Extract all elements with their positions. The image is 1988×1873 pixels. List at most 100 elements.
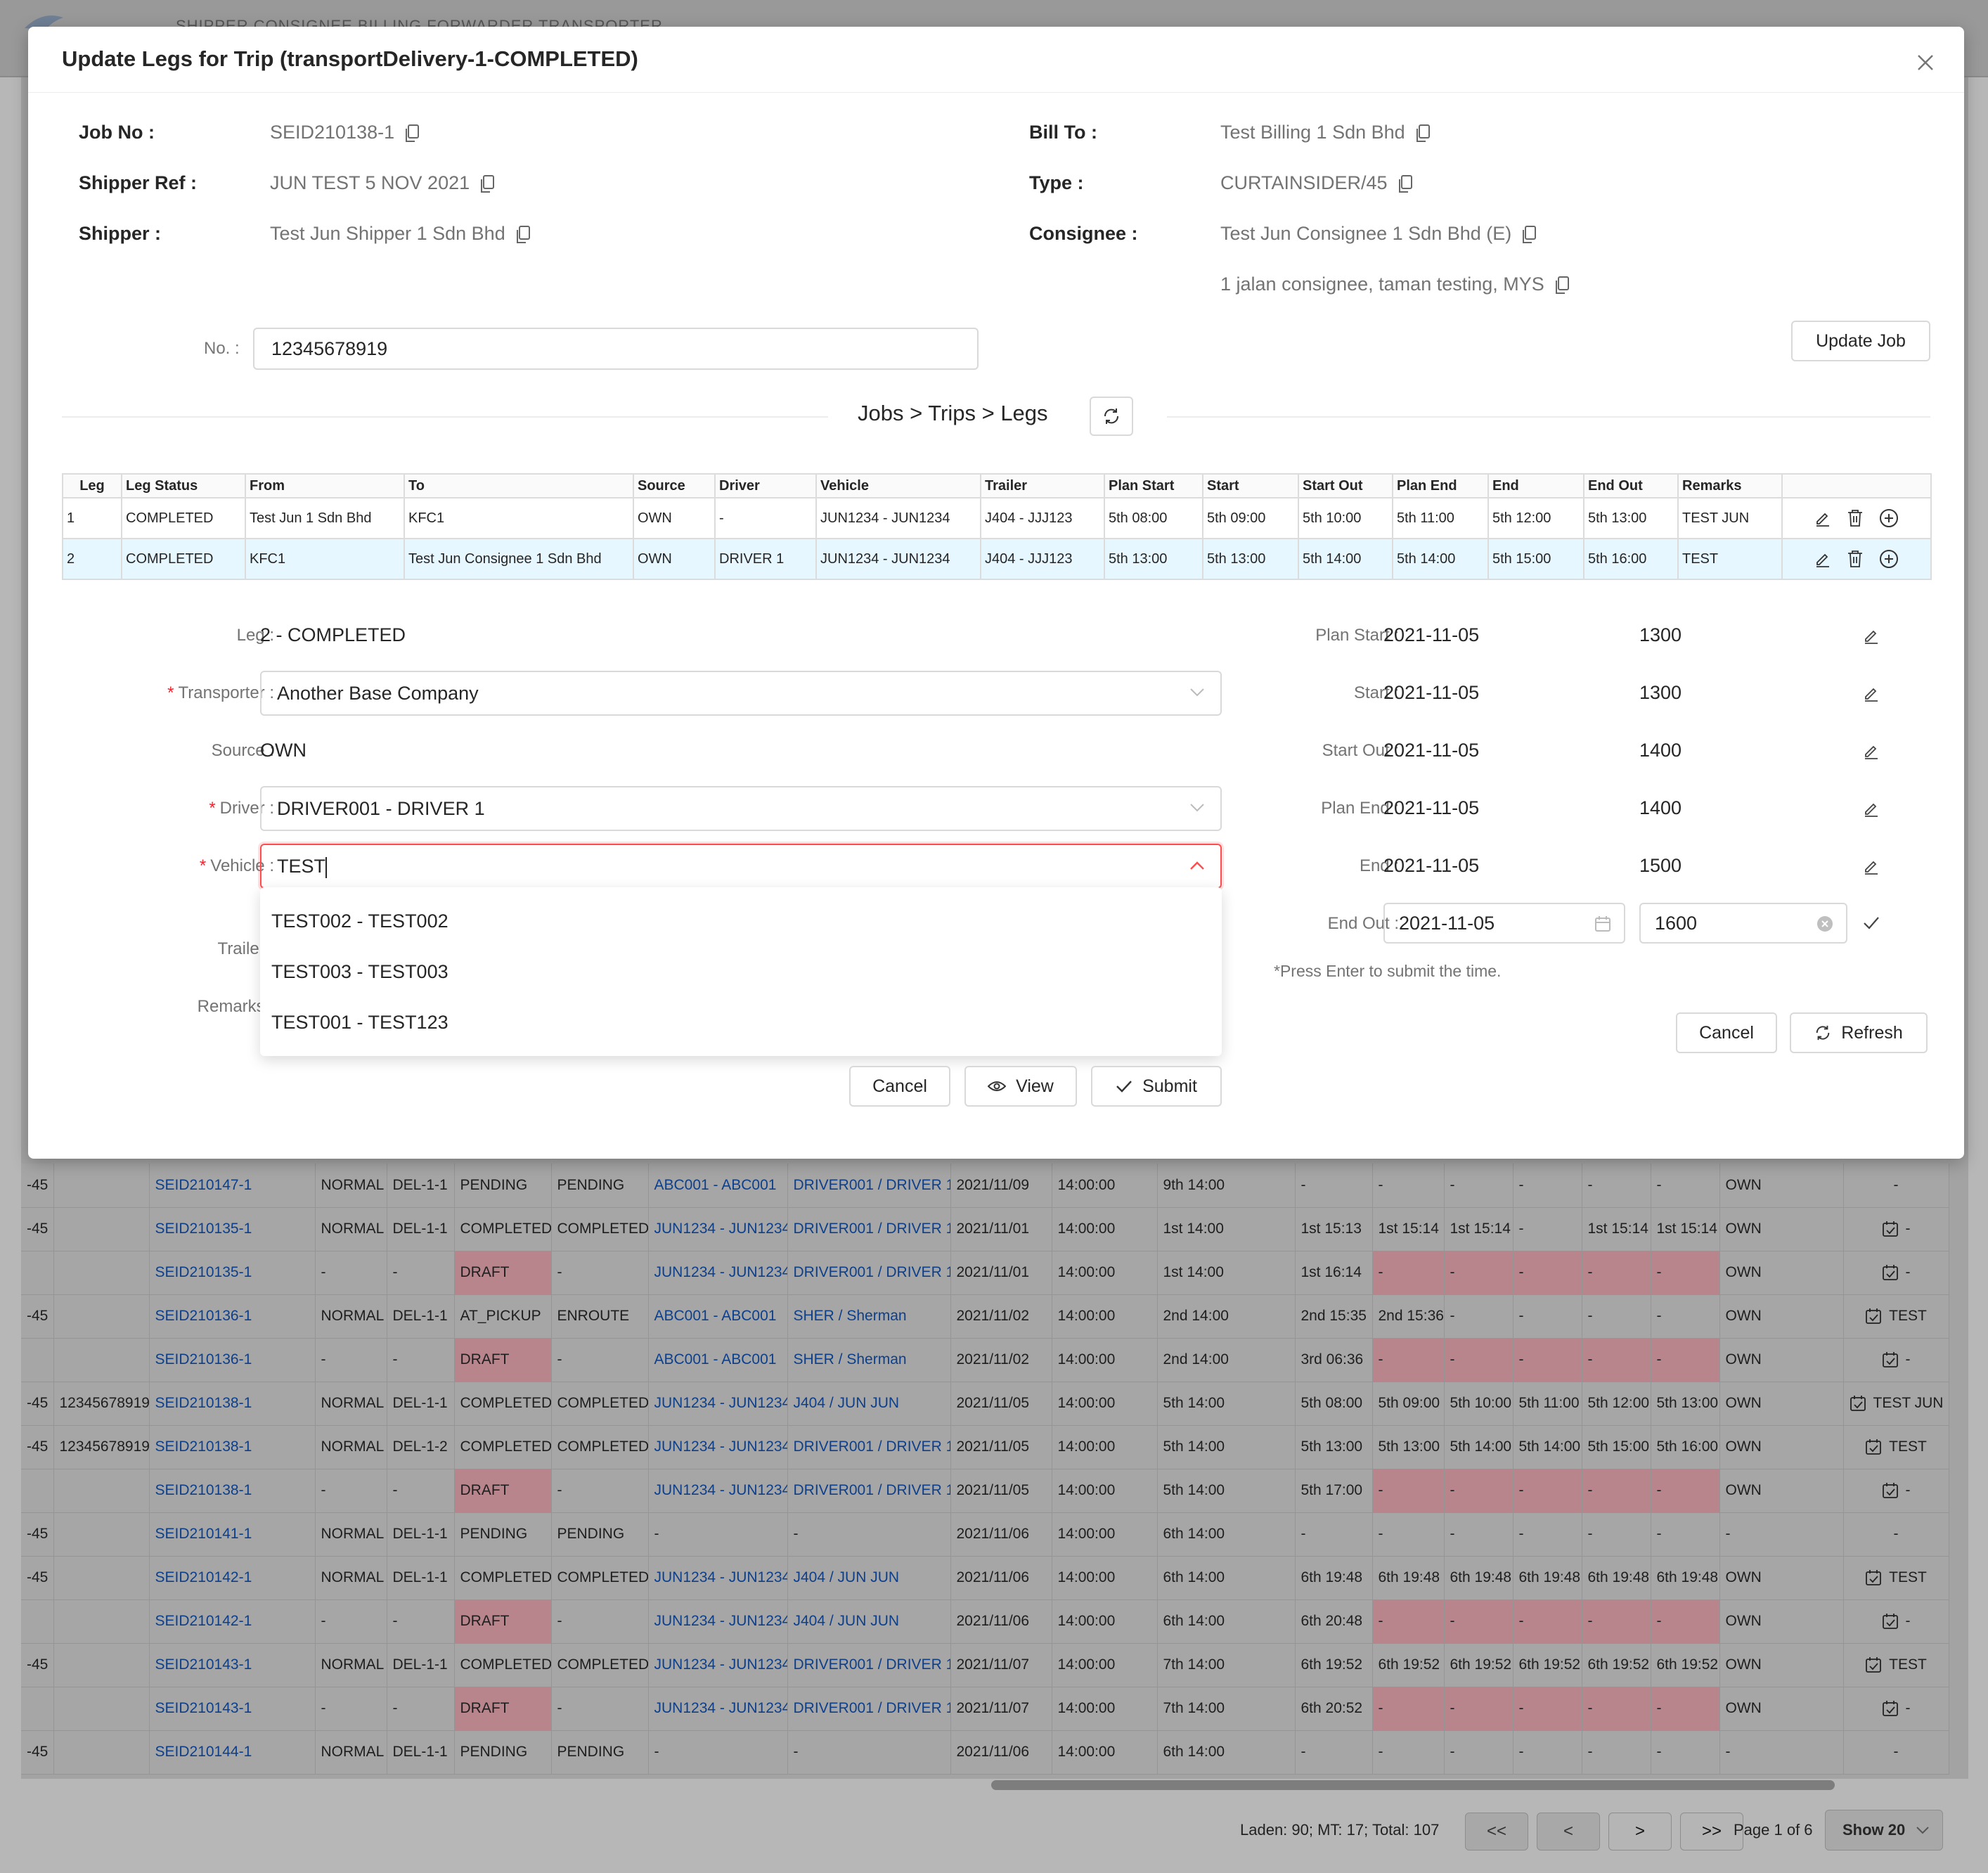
table-row[interactable]: -45 SEID210142-1 NORMAL DEL-1-1 COMPLETED COM… — [21, 1556, 1949, 1600]
table-row[interactable]: SEID210136-1- - DRAFT - ABC001 - ABC001 SHER … — [21, 1338, 1949, 1382]
table-cell[interactable]: SEID210138-1 — [149, 1425, 316, 1469]
checklist-icon[interactable] — [1882, 1351, 1899, 1368]
edit-icon[interactable] — [1863, 685, 1880, 702]
end-out-date-input[interactable]: 2021-11-05 — [1383, 903, 1625, 944]
table-cell[interactable]: DRIVER001 / DRIVER 1 — [787, 1643, 951, 1687]
leg-cancel-button[interactable]: Cancel — [849, 1066, 950, 1107]
delete-icon[interactable] — [1847, 509, 1864, 527]
table-cell[interactable]: JUN1234 - JUN1234 — [648, 1251, 788, 1295]
table-cell[interactable]: SEID210138-1 — [149, 1469, 316, 1513]
refresh-button[interactable]: Refresh — [1790, 1012, 1928, 1053]
table-cell[interactable]: SHER / Sherman — [787, 1338, 951, 1382]
table-cell[interactable]: J404 / JUN JUN — [787, 1600, 951, 1644]
table-row[interactable]: -45 SEID210144-1 NORMAL DEL-1-1 PENDING PENDI… — [21, 1730, 1949, 1775]
table-cell[interactable]: SEID210142-1 — [149, 1556, 316, 1600]
first-page-button[interactable]: << — [1465, 1813, 1528, 1851]
table-cell[interactable]: SHER / Sherman — [787, 1294, 951, 1339]
table-cell[interactable]: SEID210142-1 — [149, 1600, 316, 1644]
driver-select[interactable]: DRIVER001 - DRIVER 1 — [260, 786, 1222, 831]
update-job-button[interactable]: Update Job — [1791, 321, 1930, 361]
reload-legs-button[interactable] — [1090, 397, 1133, 436]
table-cell[interactable]: SEID210143-1 — [149, 1643, 316, 1687]
table-row[interactable]: -45 SEID210141-1 NORMAL DEL-1-1 PENDING PENDI… — [21, 1512, 1949, 1557]
time-cancel-button[interactable]: Cancel — [1676, 1012, 1777, 1053]
table-row[interactable]: SEID210135-1- - DRAFT - JUN1234 - JUN1234 DRI… — [21, 1251, 1949, 1295]
checklist-icon[interactable] — [1882, 1613, 1899, 1630]
table-row[interactable]: -45 SEID210135-1 NORMAL DEL-1-1 COMPLETED COM… — [21, 1207, 1949, 1251]
next-page-button[interactable]: > — [1608, 1813, 1672, 1851]
checklist-icon[interactable] — [1865, 1308, 1882, 1325]
table-cell[interactable]: DRIVER001 / DRIVER 1 — [787, 1425, 951, 1469]
delete-icon[interactable] — [1847, 550, 1864, 568]
table-cell[interactable]: SEID210138-1 — [149, 1382, 316, 1426]
table-row[interactable]: -45 12345678919 SEID210138-1 NORMAL DEL-1-2 C… — [21, 1425, 1949, 1469]
edit-icon[interactable] — [1814, 551, 1831, 567]
prev-page-button[interactable]: < — [1537, 1813, 1600, 1851]
table-cell[interactable]: SEID210144-1 — [149, 1730, 316, 1775]
copy-icon[interactable] — [404, 124, 420, 143]
copy-icon[interactable] — [515, 225, 531, 245]
end-out-time-input[interactable]: 1600 — [1639, 903, 1847, 944]
close-icon[interactable] — [1915, 52, 1936, 73]
checklist-icon[interactable] — [1882, 1264, 1899, 1281]
no-input[interactable] — [253, 328, 979, 370]
submit-button[interactable]: Submit — [1091, 1066, 1222, 1107]
checklist-icon[interactable] — [1865, 1656, 1882, 1673]
table-row[interactable]: -45 SEID210143-1 NORMAL DEL-1-1 COMPLETED COM… — [21, 1643, 1949, 1687]
table-cell[interactable]: DRIVER001 / DRIVER 1 — [787, 1687, 951, 1731]
table-cell[interactable]: JUN1234 - JUN1234 — [648, 1556, 788, 1600]
table-cell[interactable]: DRIVER001 / DRIVER 1 — [787, 1164, 951, 1208]
vehicle-search-input[interactable]: TEST — [260, 844, 1222, 889]
edit-icon[interactable] — [1863, 742, 1880, 759]
table-cell[interactable]: ABC001 - ABC001 — [648, 1294, 788, 1339]
copy-icon[interactable] — [1554, 276, 1570, 295]
edit-icon[interactable] — [1814, 510, 1831, 527]
table-row[interactable]: -45 SEID210136-1 NORMAL DEL-1-1 AT_PICKUP ENR… — [21, 1294, 1949, 1339]
table-cell[interactable]: JUN1234 - JUN1234 — [648, 1643, 788, 1687]
add-circle-icon[interactable] — [1879, 549, 1899, 569]
clear-icon[interactable] — [1816, 915, 1833, 932]
copy-icon[interactable] — [1415, 124, 1431, 143]
edit-icon[interactable] — [1863, 627, 1880, 644]
table-cell[interactable]: SEID210136-1 — [149, 1294, 316, 1339]
table-cell[interactable]: JUN1234 - JUN1234 — [648, 1425, 788, 1469]
edit-icon[interactable] — [1863, 858, 1880, 875]
table-row[interactable]: -45 12345678919 SEID210138-1 NORMAL DEL-1-1 C… — [21, 1382, 1949, 1426]
table-row[interactable]: SEID210142-1- - DRAFT - JUN1234 - JUN1234 J40… — [21, 1600, 1949, 1644]
table-cell[interactable]: JUN1234 - JUN1234 — [648, 1382, 788, 1426]
checklist-icon[interactable] — [1882, 1482, 1899, 1499]
table-cell[interactable]: SEID210141-1 — [149, 1512, 316, 1557]
table-cell[interactable]: JUN1234 - JUN1234 — [648, 1469, 788, 1513]
table-cell[interactable]: JUN1234 - JUN1234 — [648, 1600, 788, 1644]
vehicle-option[interactable]: TEST002 - TEST002 — [271, 910, 448, 932]
copy-icon[interactable] — [1521, 225, 1537, 245]
table-cell[interactable]: DRIVER001 / DRIVER 1 — [787, 1207, 951, 1251]
table-row[interactable]: -45 SEID210147-1 NORMAL DEL-1-1 PENDING PENDI… — [21, 1164, 1949, 1208]
table-cell[interactable]: SEID210143-1 — [149, 1687, 316, 1731]
confirm-check-icon[interactable] — [1863, 915, 1880, 931]
table-cell[interactable]: DRIVER001 / DRIVER 1 — [787, 1251, 951, 1295]
edit-icon[interactable] — [1863, 800, 1880, 817]
copy-icon[interactable] — [1398, 174, 1413, 194]
view-button[interactable]: View — [964, 1066, 1077, 1107]
table-cell[interactable]: SEID210147-1 — [149, 1164, 316, 1208]
table-row[interactable]: SEID210143-1- - DRAFT - JUN1234 - JUN1234 DRI… — [21, 1687, 1949, 1731]
table-cell[interactable]: DRIVER001 / DRIVER 1 — [787, 1469, 951, 1513]
table-cell[interactable]: SEID210136-1 — [149, 1338, 316, 1382]
vehicle-option[interactable]: TEST003 - TEST003 — [271, 961, 448, 982]
table-cell[interactable]: JUN1234 - JUN1234 — [648, 1207, 788, 1251]
copy-icon[interactable] — [479, 174, 495, 194]
table-cell[interactable]: SEID210135-1 — [149, 1251, 316, 1295]
checklist-icon[interactable] — [1850, 1395, 1866, 1412]
table-row[interactable]: SEID210138-1- - DRAFT - JUN1234 - JUN1234 DRI… — [21, 1469, 1949, 1513]
table-cell[interactable]: JUN1234 - JUN1234 — [648, 1687, 788, 1731]
page-size-select[interactable]: Show 20 — [1825, 1810, 1943, 1851]
table-cell[interactable]: SEID210135-1 — [149, 1207, 316, 1251]
checklist-icon[interactable] — [1882, 1700, 1899, 1717]
vehicle-option[interactable]: TEST001 - TEST123 — [271, 1012, 448, 1033]
checklist-icon[interactable] — [1882, 1221, 1899, 1237]
leg-row[interactable]: 2 COMPLETED KFC1 Test Jun Consignee 1 Sdn B… — [62, 538, 1932, 580]
leg-row[interactable]: 1 COMPLETED Test Jun 1 Sdn Bhd KFC1 OWN - JUN1… — [62, 497, 1932, 539]
table-cell[interactable]: ABC001 - ABC001 — [648, 1338, 788, 1382]
add-circle-icon[interactable] — [1879, 508, 1899, 528]
